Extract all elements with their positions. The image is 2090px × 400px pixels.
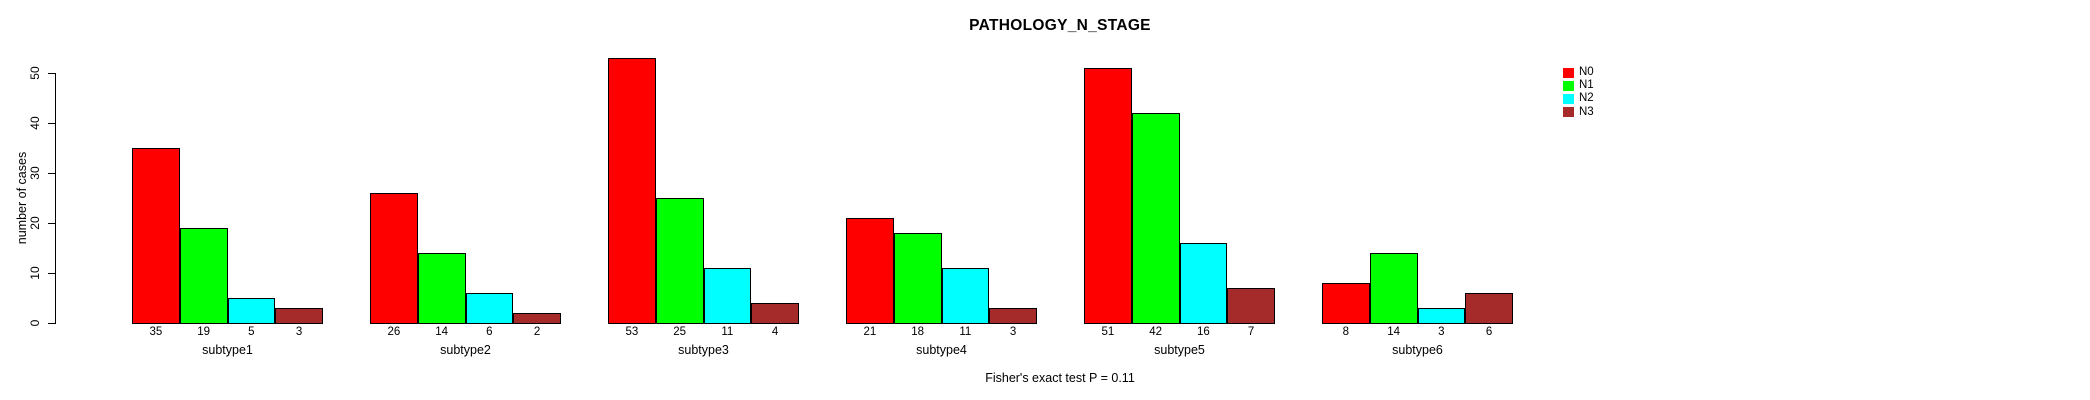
y-axis-line xyxy=(55,73,56,324)
bar-value-subtype4-N2: 11 xyxy=(959,326,972,338)
chart-title: PATHOLOGY_N_STAGE xyxy=(969,17,1151,34)
bar-subtype2-N1 xyxy=(417,253,466,324)
bar-value-subtype6-N2: 3 xyxy=(1438,326,1445,338)
y-tick-label-40: 40 xyxy=(28,116,42,130)
x-category-label-subtype5: subtype5 xyxy=(1154,343,1205,357)
y-tick-50 xyxy=(48,73,55,74)
legend-label-N3: N3 xyxy=(1579,105,1594,118)
bar-value-subtype6-N3: 6 xyxy=(1485,326,1493,338)
x-category-label-subtype4: subtype4 xyxy=(916,343,967,357)
legend-item-N3: N3 xyxy=(1563,106,1594,119)
bar-value-subtype1-N0: 35 xyxy=(149,326,163,338)
legend: N0 N1 N2 N3 xyxy=(1563,66,1594,119)
y-tick-label-50: 50 xyxy=(28,66,42,80)
bar-subtype4-N2 xyxy=(941,268,990,324)
bar-subtype4-N0 xyxy=(846,218,894,324)
legend-item-N1: N1 xyxy=(1563,79,1594,92)
bar-subtype4-N3 xyxy=(989,308,1037,324)
bar-subtype5-N2 xyxy=(1179,243,1228,324)
bar-subtype2-N0 xyxy=(370,193,418,324)
x-category-label-subtype3: subtype3 xyxy=(678,343,729,357)
bar-value-subtype2-N3: 2 xyxy=(533,326,541,338)
bar-value-subtype3-N2: 11 xyxy=(721,326,734,338)
legend-label-N1: N1 xyxy=(1579,79,1594,92)
bar-value-subtype2-N0: 26 xyxy=(387,326,401,338)
legend-label-N2: N2 xyxy=(1579,92,1594,105)
bar-subtype5-N3 xyxy=(1227,288,1275,324)
y-tick-20 xyxy=(48,223,55,224)
legend-swatch-N0 xyxy=(1563,67,1574,78)
x-category-label-subtype1: subtype1 xyxy=(202,343,253,357)
bar-subtype1-N2 xyxy=(227,298,276,324)
y-tick-label-30: 30 xyxy=(28,166,42,180)
x-category-label-subtype6: subtype6 xyxy=(1392,343,1443,357)
bar-value-subtype4-N0: 21 xyxy=(863,326,877,338)
bar-value-subtype5-N1: 42 xyxy=(1149,326,1163,338)
bar-value-subtype4-N3: 3 xyxy=(1009,326,1017,338)
bar-subtype6-N2 xyxy=(1417,308,1466,324)
bar-subtype2-N2 xyxy=(465,293,514,324)
bar-subtype6-N1 xyxy=(1369,253,1418,324)
bar-value-subtype2-N1: 14 xyxy=(435,326,449,338)
bar-value-subtype5-N0: 51 xyxy=(1101,326,1115,338)
bar-subtype2-N3 xyxy=(513,313,561,324)
bar-value-subtype3-N1: 25 xyxy=(673,326,687,338)
bar-subtype6-N3 xyxy=(1465,293,1513,324)
y-tick-10 xyxy=(48,273,55,274)
bar-subtype5-N1 xyxy=(1131,113,1180,324)
bar-subtype6-N0 xyxy=(1322,283,1370,324)
bar-subtype3-N1 xyxy=(655,198,704,324)
bar-subtype1-N0 xyxy=(132,148,180,324)
bar-value-subtype6-N1: 14 xyxy=(1387,326,1401,338)
footer-annotation: Fisher's exact test P = 0.11 xyxy=(985,371,1135,385)
bar-subtype1-N3 xyxy=(275,308,323,324)
bar-value-subtype1-N3: 3 xyxy=(295,326,303,338)
bar-subtype3-N2 xyxy=(703,268,752,324)
legend-item-N2: N2 xyxy=(1563,92,1594,105)
legend-swatch-N2 xyxy=(1563,93,1574,104)
bar-value-subtype1-N2: 5 xyxy=(248,326,255,338)
bar-value-subtype3-N3: 4 xyxy=(771,326,779,338)
bar-value-subtype2-N2: 6 xyxy=(486,326,493,338)
x-category-label-subtype2: subtype2 xyxy=(440,343,491,357)
y-tick-label-0: 0 xyxy=(28,319,42,327)
y-tick-30 xyxy=(48,173,55,174)
bar-subtype1-N1 xyxy=(179,228,228,324)
bar-value-subtype4-N1: 18 xyxy=(911,326,925,338)
bar-value-subtype6-N0: 8 xyxy=(1342,326,1350,338)
legend-label-N0: N0 xyxy=(1579,66,1594,79)
bar-value-subtype3-N0: 53 xyxy=(625,326,639,338)
y-tick-label-10: 10 xyxy=(28,266,42,280)
bar-subtype3-N0 xyxy=(608,58,656,324)
bar-subtype3-N3 xyxy=(751,303,799,324)
bar-subtype4-N1 xyxy=(893,233,942,324)
legend-swatch-N1 xyxy=(1563,80,1574,91)
y-tick-label-20: 20 xyxy=(28,216,42,230)
legend-swatch-N3 xyxy=(1563,107,1574,118)
bar-value-subtype5-N3: 7 xyxy=(1247,326,1255,338)
y-tick-40 xyxy=(48,123,55,124)
legend-item-N0: N0 xyxy=(1563,66,1594,79)
bar-value-subtype5-N2: 16 xyxy=(1196,326,1210,338)
bar-value-subtype1-N1: 19 xyxy=(197,326,211,338)
y-tick-0 xyxy=(48,323,55,324)
bar-subtype5-N0 xyxy=(1084,68,1132,324)
